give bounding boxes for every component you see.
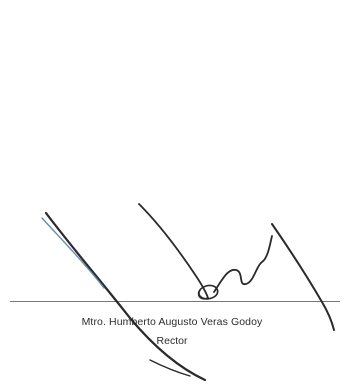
signer-name: Mtro. Humberto Augusto Veras Godoy — [81, 316, 263, 328]
signer-title: Rector — [156, 335, 188, 347]
signature-line — [10, 301, 340, 302]
